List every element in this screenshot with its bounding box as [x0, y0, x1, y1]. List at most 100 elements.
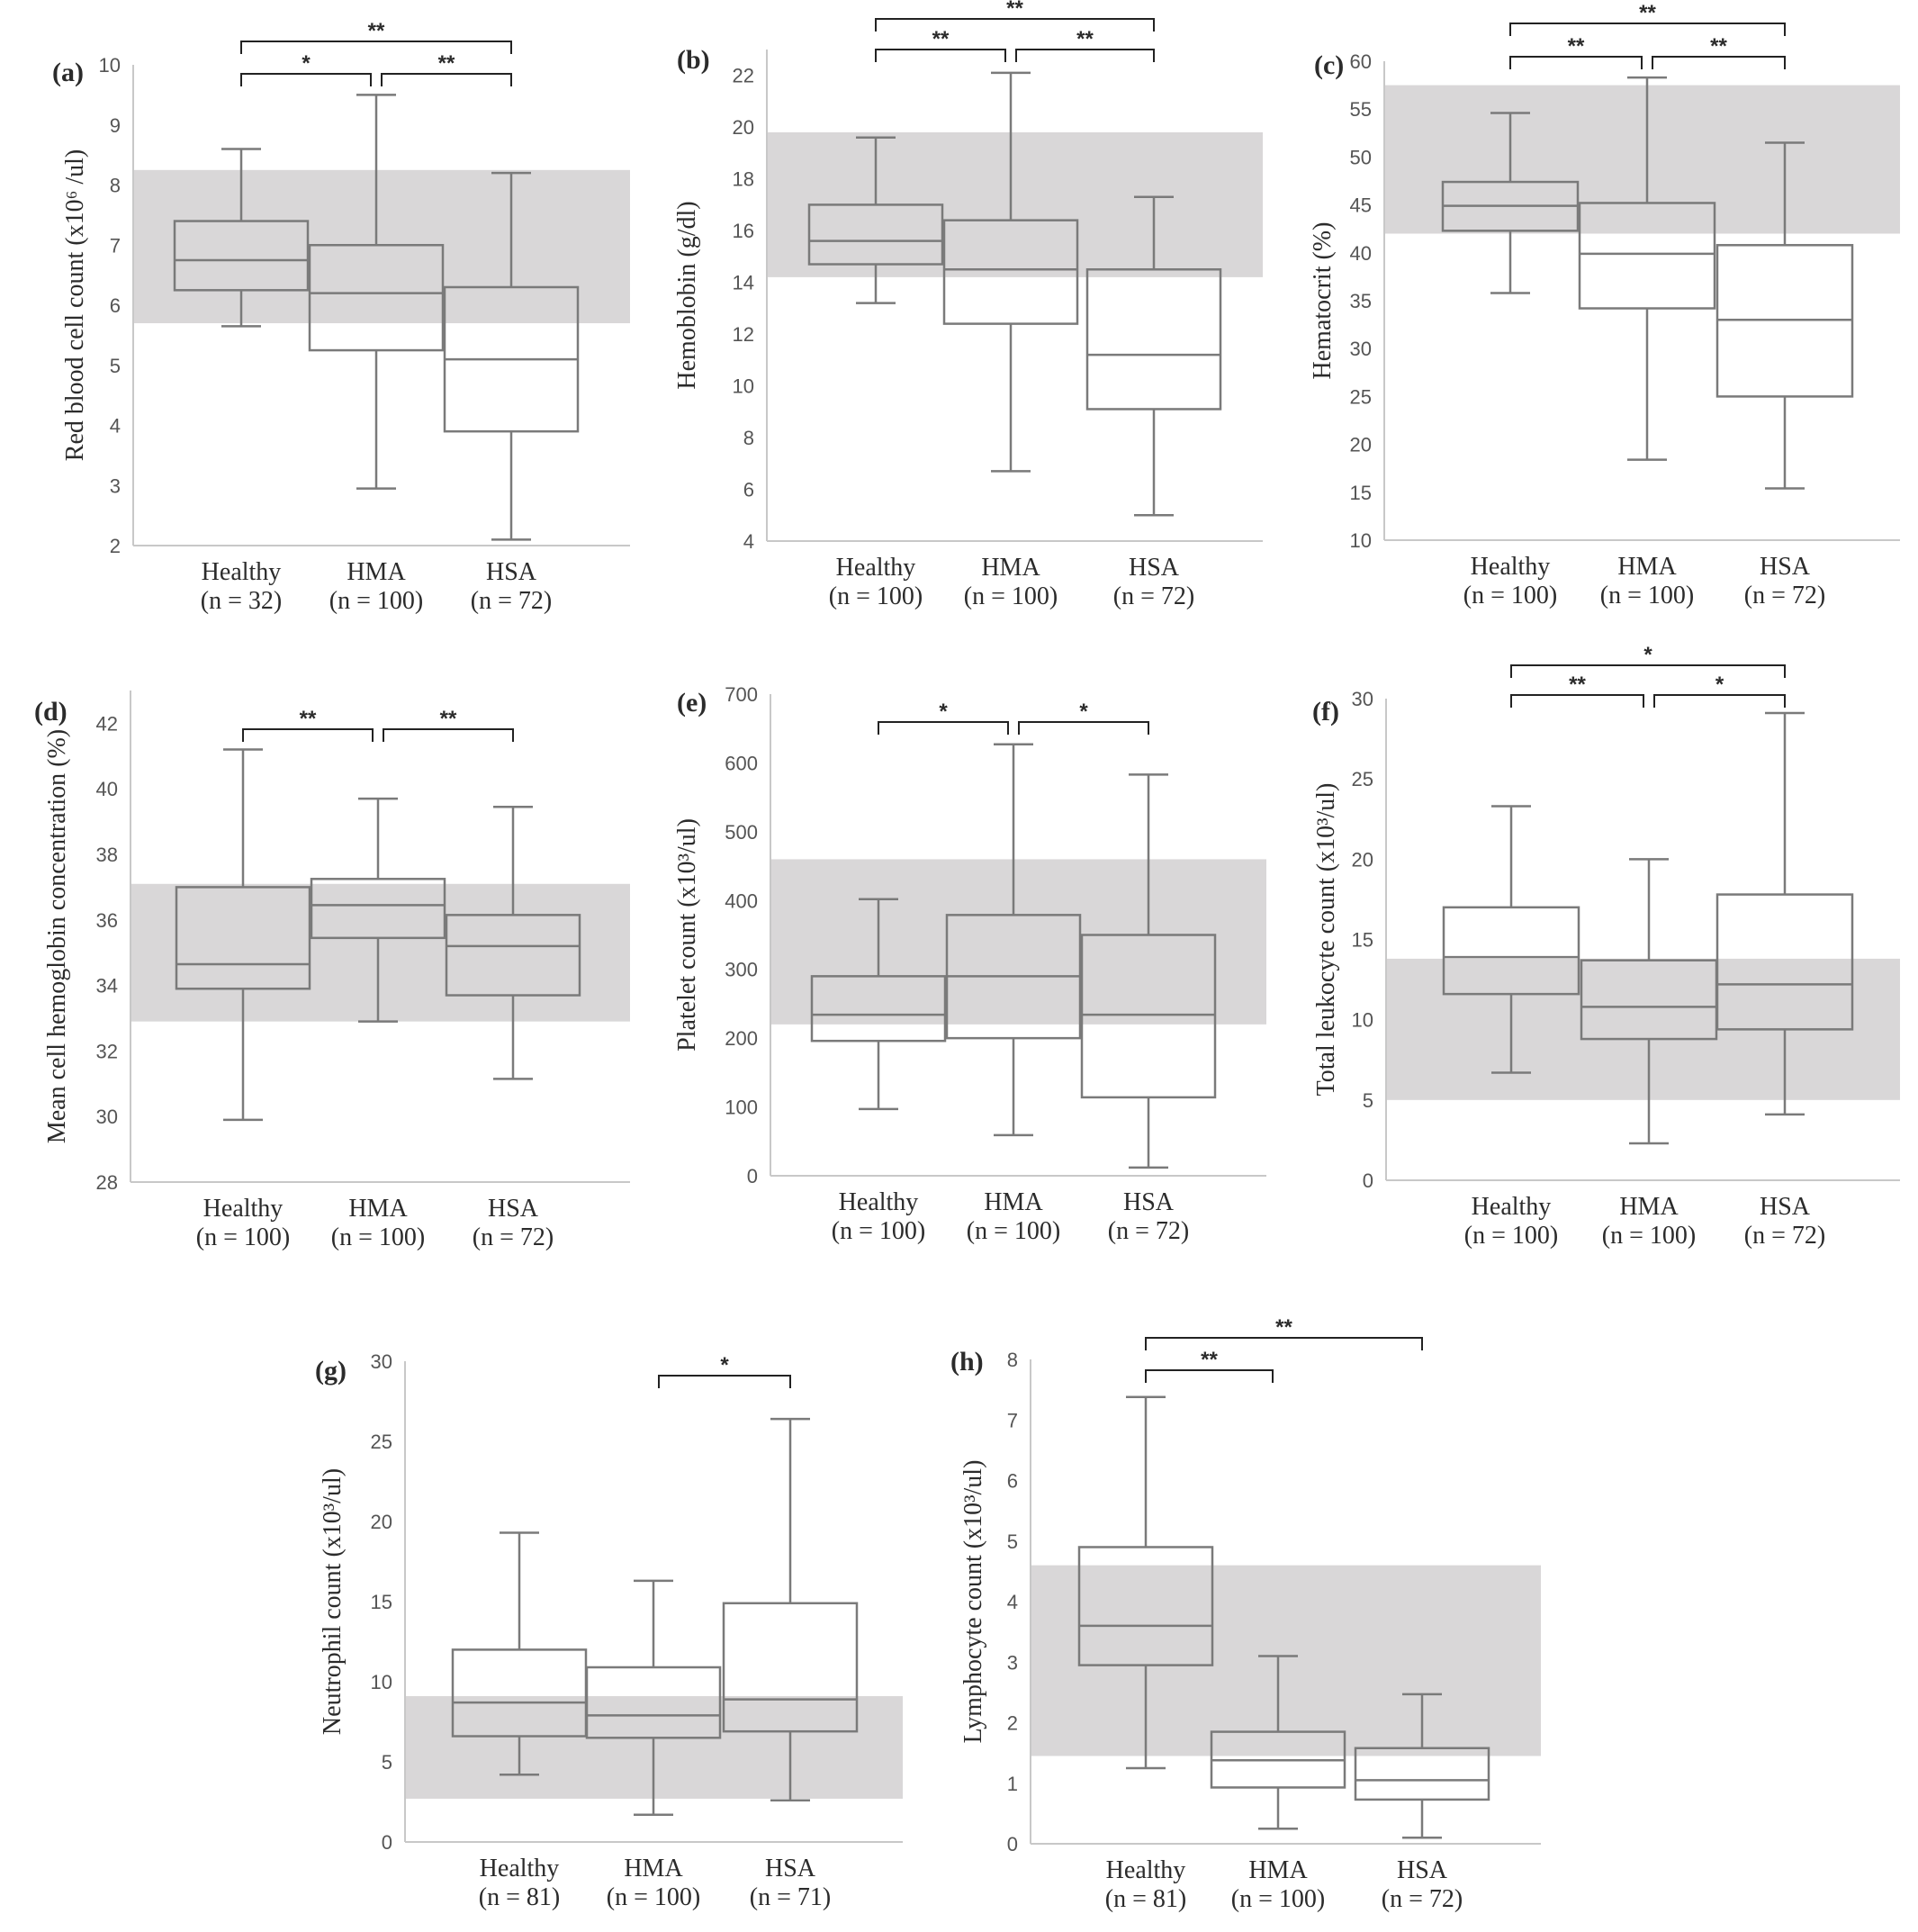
panel-label: (h)	[950, 1347, 984, 1377]
y-tick-label: 0	[382, 1831, 392, 1854]
box-healthy	[1077, 1395, 1214, 1770]
y-tick-label: 5	[1007, 1530, 1018, 1553]
category-label: HMA	[348, 1195, 408, 1223]
box-healthy	[810, 898, 947, 1111]
iqr-box	[807, 203, 944, 266]
iqr-box	[173, 220, 310, 292]
significance-bracket	[1018, 721, 1149, 735]
significance-label: **	[1568, 34, 1585, 59]
significance-bracket	[242, 728, 374, 742]
significance-label: **	[1639, 1, 1656, 25]
y-tick-label: 5	[382, 1751, 392, 1774]
significance-label: **	[300, 707, 317, 731]
category-label: HSA	[1760, 1193, 1811, 1221]
significance-label: **	[1201, 1348, 1218, 1372]
box-hsa	[1715, 711, 1854, 1116]
box-healthy	[175, 748, 311, 1122]
significance-label: **	[932, 27, 950, 51]
y-tick-label: 42	[96, 712, 118, 735]
sample-size-label: (n = 81)	[1105, 1885, 1186, 1913]
y-axis-title: Platelet count (x10³/ul)	[673, 818, 701, 1052]
significance-bracket	[1145, 1337, 1423, 1350]
sample-size-label: (n = 100)	[832, 1217, 925, 1245]
y-tick-label: 10	[99, 54, 121, 77]
y-tick-label: 16	[733, 220, 754, 242]
sample-size-label: (n = 72)	[1382, 1885, 1463, 1913]
significance-bracket	[381, 73, 512, 86]
y-axis-title: Neutrophil count (x10³/ul)	[319, 1468, 347, 1735]
category-label: Healthy	[1472, 1193, 1552, 1221]
category-label: Healthy	[836, 554, 916, 582]
sample-size-label: (n = 72)	[1113, 582, 1194, 610]
y-tick-label: 22	[733, 65, 754, 87]
significance-label: *	[1079, 700, 1088, 724]
y-tick-label: 8	[743, 427, 754, 449]
y-tick-label: 10	[1350, 529, 1372, 552]
category-label: HMA	[984, 1188, 1043, 1216]
sample-size-label: (n = 100)	[1600, 582, 1694, 609]
category-label: HSA	[486, 558, 537, 586]
category-label: HSA	[1123, 1188, 1175, 1216]
significance-bracket	[875, 18, 1155, 32]
panel-label: (c)	[1314, 50, 1344, 80]
box-hsa	[722, 1417, 859, 1801]
sample-size-label: (n = 100)	[1231, 1885, 1325, 1913]
y-tick-label: 6	[110, 294, 121, 317]
y-tick-label: 1	[1007, 1773, 1018, 1795]
box-healthy	[1441, 112, 1580, 294]
y-tick-label: 25	[1350, 385, 1372, 408]
y-tick-label: 0	[1363, 1169, 1373, 1192]
significance-bracket	[878, 721, 1009, 735]
significance-label: *	[1715, 673, 1724, 697]
sample-size-label: (n = 81)	[479, 1883, 560, 1911]
category-label: HSA	[1129, 554, 1180, 582]
sample-size-label: (n = 100)	[196, 1223, 290, 1251]
y-tick-label: 40	[1350, 242, 1372, 265]
iqr-box	[942, 219, 1079, 325]
y-tick-label: 4	[743, 530, 754, 553]
y-tick-label: 3	[1007, 1651, 1018, 1674]
box-hma	[1210, 1655, 1346, 1830]
y-tick-label: 20	[733, 116, 754, 139]
significance-label: **	[1569, 673, 1586, 697]
reference-range-band	[1384, 85, 1900, 234]
box-hma	[1578, 76, 1716, 461]
box-healthy	[1442, 805, 1580, 1074]
category-label: HSA	[1397, 1856, 1448, 1884]
iqr-box	[1354, 1747, 1490, 1801]
y-tick-label: 30	[96, 1106, 118, 1128]
panel-label: (e)	[677, 688, 707, 718]
category-label: Healthy	[480, 1855, 560, 1882]
iqr-box	[722, 1602, 859, 1733]
iqr-box	[1442, 906, 1580, 996]
significance-label: **	[1710, 34, 1727, 59]
category-label: Healthy	[203, 1195, 284, 1223]
reference-range-band	[133, 169, 630, 324]
y-tick-label: 12	[733, 323, 754, 346]
significance-bracket	[1510, 694, 1644, 708]
y-tick-label: 10	[1352, 1009, 1373, 1032]
category-label: HSA	[1760, 553, 1811, 581]
box-hma	[310, 797, 446, 1023]
iqr-box	[1578, 202, 1716, 310]
y-axis-title: Total leukocyte count (x10³/ul)	[1312, 783, 1340, 1097]
y-axis-title: Hemoblobin (g/dl)	[673, 201, 701, 389]
significance-label: **	[1006, 0, 1023, 21]
y-tick-label: 2	[1007, 1712, 1018, 1735]
significance-label: *	[720, 1353, 729, 1377]
y-tick-label: 0	[1007, 1833, 1018, 1855]
category-label: Healthy	[1471, 553, 1551, 581]
iqr-box	[175, 886, 311, 990]
box-healthy	[173, 148, 310, 328]
y-tick-label: 30	[1352, 688, 1373, 710]
y-tick-label: 100	[725, 1097, 758, 1119]
category-label: HMA	[347, 558, 406, 586]
panel-label: (a)	[52, 58, 84, 87]
sample-size-label: (n = 32)	[201, 587, 282, 615]
significance-bracket	[383, 728, 514, 742]
significance-label: *	[939, 700, 948, 724]
y-tick-label: 700	[725, 683, 758, 706]
y-tick-label: 55	[1350, 98, 1372, 121]
